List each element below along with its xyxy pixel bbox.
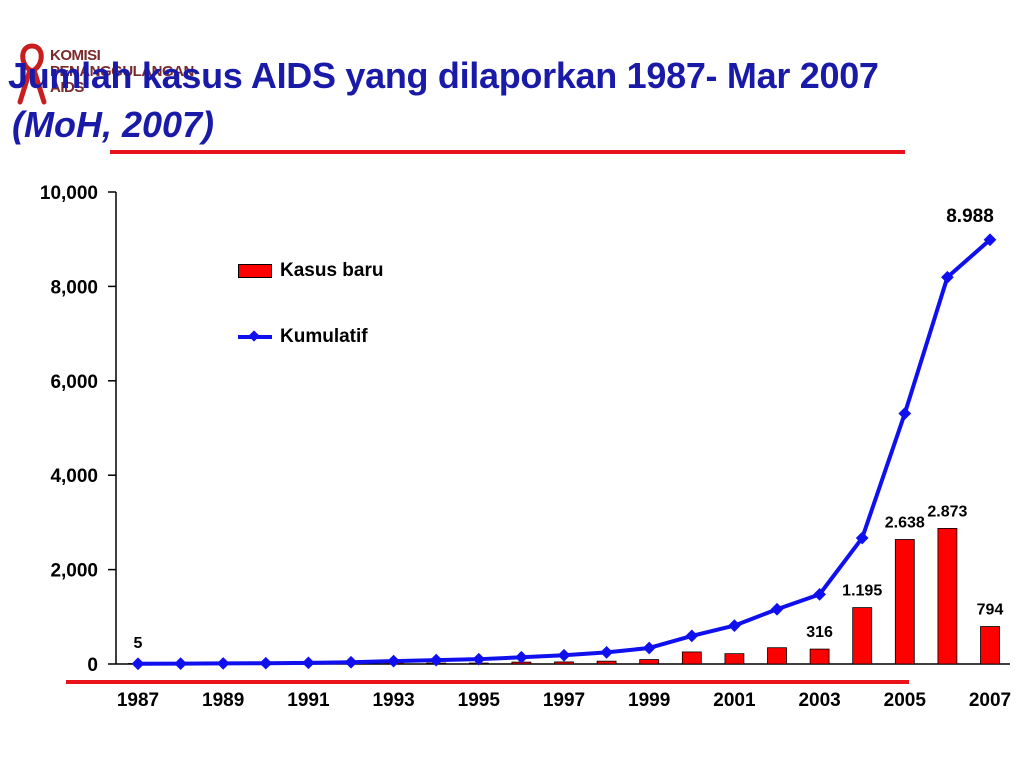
bar-kasus-baru bbox=[554, 661, 574, 665]
x-tick-label: 1989 bbox=[202, 690, 244, 711]
title-underline bbox=[110, 150, 905, 154]
x-axis-underline bbox=[66, 680, 909, 684]
data-label: 2.873 bbox=[927, 503, 967, 520]
x-tick-label: 1991 bbox=[287, 690, 330, 711]
x-tick-label: 1997 bbox=[543, 690, 585, 711]
kumulatif-point bbox=[600, 646, 613, 659]
page-title: Jumlah kasus AIDS yang dilaporkan 1987- … bbox=[8, 55, 879, 96]
bar-kasus-baru bbox=[767, 647, 787, 665]
bar-kasus-baru bbox=[596, 660, 617, 665]
x-tick-label: 2005 bbox=[884, 690, 927, 711]
data-label: 8.988 bbox=[946, 206, 994, 227]
kumulatif-point bbox=[387, 654, 400, 668]
y-tick-label: 6,000 bbox=[50, 372, 98, 393]
x-tick-label: 1995 bbox=[458, 690, 501, 711]
legend-bar-swatch bbox=[238, 264, 272, 278]
kumulatif-point bbox=[174, 657, 187, 671]
bar-kasus-baru bbox=[724, 653, 745, 665]
x-tick-label: 2001 bbox=[713, 690, 756, 711]
data-label: 316 bbox=[806, 624, 833, 641]
kumulatif-point bbox=[898, 407, 912, 420]
y-tick-label: 10,000 bbox=[40, 183, 98, 204]
kumulatif-point bbox=[557, 648, 571, 662]
data-label: 5 bbox=[134, 635, 143, 652]
legend-item-kumulatif: Kumulatif bbox=[238, 324, 368, 350]
kumulatif-point bbox=[259, 656, 273, 670]
kumulatif-point bbox=[302, 656, 315, 670]
x-tick-label: 2003 bbox=[798, 690, 840, 711]
kumulatif-point bbox=[642, 641, 656, 655]
bar-kasus-baru bbox=[681, 651, 702, 665]
y-axis: 0 2,000 4,000 6,000 8,000 10,000 bbox=[40, 183, 117, 676]
y-tick-label: 4,000 bbox=[50, 466, 98, 487]
logo-line-2: PENANGGULANGAN bbox=[50, 63, 194, 80]
x-tick-label: 1987 bbox=[117, 690, 159, 711]
bar-kasus-baru bbox=[937, 527, 958, 665]
y-tick-label: 0 bbox=[87, 655, 98, 676]
data-label: 1.195 bbox=[842, 583, 882, 600]
kumulatif-point bbox=[344, 655, 358, 669]
logo-line-3: AIDS bbox=[50, 79, 84, 96]
legend-label-kasus-baru: Kasus baru bbox=[280, 260, 384, 281]
bar-kasus-baru bbox=[852, 607, 873, 665]
logo-line-1: KOMISI bbox=[50, 47, 101, 64]
legend: Kasus baru Kumulatif bbox=[238, 258, 438, 358]
legend-item-kasus-baru: Kasus baru bbox=[238, 258, 383, 284]
bar-kasus-baru bbox=[809, 648, 830, 665]
legend-label-kumulatif: Kumulatif bbox=[280, 326, 368, 347]
bar-kasus-baru bbox=[980, 626, 1000, 665]
data-label: 2.638 bbox=[885, 514, 925, 531]
bar-kasus-baru bbox=[894, 539, 915, 665]
x-tick-label: 1993 bbox=[372, 690, 414, 711]
x-axis: 1987 1989 1991 1993 1995 1997 1999 2001 2003 2005… bbox=[116, 663, 1011, 711]
kumulatif-point bbox=[728, 619, 741, 632]
data-label: 794 bbox=[977, 602, 1004, 619]
y-tick-label: 2,000 bbox=[50, 561, 98, 582]
red-ribbon-icon bbox=[17, 43, 47, 105]
bar-kasus-baru bbox=[639, 659, 660, 665]
y-tick-label: 8,000 bbox=[50, 277, 98, 298]
x-tick-label: 1999 bbox=[628, 690, 670, 711]
kumulatif-point bbox=[216, 657, 230, 670]
logo: KOMISI PENANGGULANGAN AIDS bbox=[12, 40, 194, 110]
kumulatif-point bbox=[131, 657, 145, 671]
page-subtitle: (MoH, 2007) bbox=[12, 104, 215, 145]
x-tick-label: 2007 bbox=[969, 690, 1011, 711]
legend-line-swatch bbox=[238, 330, 272, 344]
kumulatif-point bbox=[685, 629, 699, 643]
kumulatif-point bbox=[770, 602, 784, 616]
